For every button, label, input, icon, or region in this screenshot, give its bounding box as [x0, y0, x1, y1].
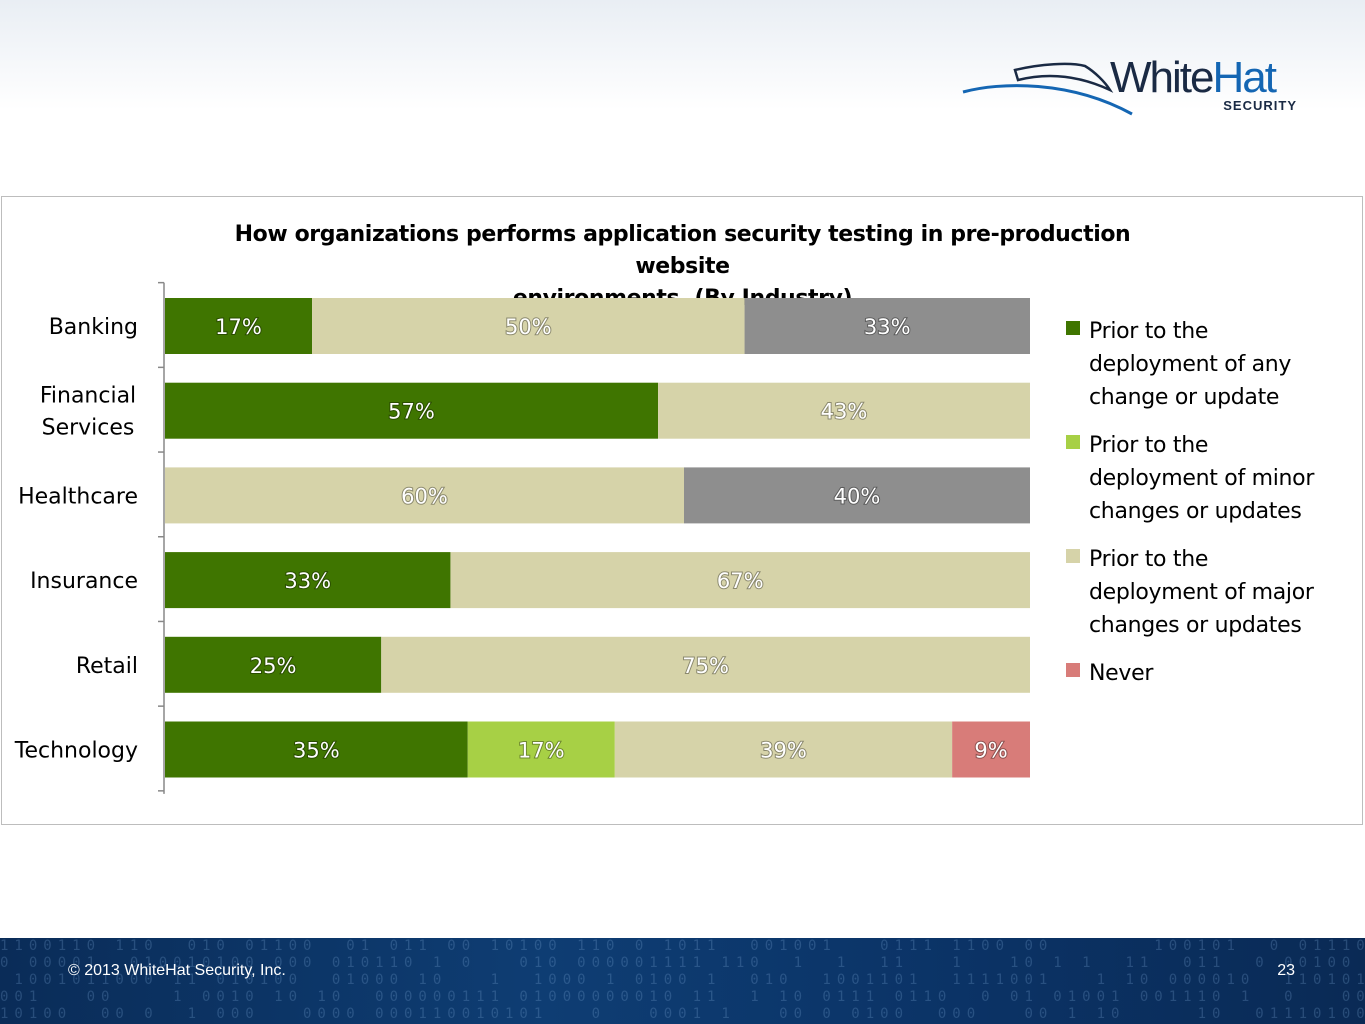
- bar-segment: [467, 721, 615, 778]
- logo-word-white: White: [1110, 53, 1214, 102]
- category-label: Financial Services: [40, 384, 136, 441]
- data-label: 60%: [401, 484, 448, 508]
- category-label: Retail: [76, 654, 138, 679]
- bar-segment: [165, 552, 451, 609]
- bar-segment: [952, 721, 1030, 778]
- whitehat-logo: WhiteHat SECURITY: [960, 52, 1305, 122]
- bar-segment: [744, 298, 1030, 354]
- bar-segment: [684, 467, 1030, 524]
- legend-label: Prior to the: [1089, 547, 1209, 572]
- data-label: 50%: [505, 315, 552, 339]
- data-label: 39%: [760, 739, 807, 763]
- legend-label: Prior to the: [1089, 319, 1209, 344]
- data-label: 17%: [518, 739, 565, 763]
- data-label: 67%: [717, 569, 764, 593]
- legend-label: deployment of major: [1089, 580, 1314, 605]
- logo-subtitle: SECURITY: [1223, 98, 1297, 113]
- page-number: 23: [1277, 962, 1295, 979]
- legend-label: changes or updates: [1089, 613, 1302, 638]
- legend-item: Never: [1066, 657, 1356, 690]
- legend-swatch: [1066, 663, 1080, 677]
- chart-title-line-1: How organizations performs application s…: [234, 222, 1131, 279]
- legend-label: Prior to the: [1089, 433, 1209, 458]
- legend-label: Never: [1089, 661, 1154, 686]
- legend-swatch: [1066, 321, 1080, 335]
- data-label: 75%: [682, 654, 729, 678]
- legend-item: Prior to the deployment of major changes o…: [1066, 543, 1356, 642]
- legend-swatch: [1066, 435, 1080, 449]
- footer-bar: 1100110 110 010 01100 01 011 00 10100 11…: [0, 938, 1365, 1024]
- bar-segment: [165, 382, 659, 439]
- data-label: 33%: [284, 569, 331, 593]
- logo-wordmark: WhiteHat: [1110, 53, 1277, 102]
- logo-hat-swoosh-icon: [962, 62, 1133, 116]
- data-label: 40%: [834, 484, 881, 508]
- legend-label: deployment of any: [1089, 352, 1292, 377]
- data-label: 57%: [388, 400, 435, 424]
- legend-swatch: [1066, 549, 1080, 563]
- category-label: Healthcare: [18, 484, 138, 509]
- data-label: 43%: [821, 400, 868, 424]
- data-label: 25%: [250, 654, 297, 678]
- legend-item: Prior to the deployment of minor changes o…: [1066, 429, 1356, 528]
- data-label: 17%: [215, 315, 262, 339]
- legend-item: Prior to the deployment of any change or u…: [1066, 315, 1356, 414]
- data-label: 9%: [974, 739, 1007, 763]
- data-label: 35%: [293, 739, 340, 763]
- footer-copyright: © 2013 WhiteHat Security, Inc.: [68, 962, 286, 979]
- bar-segment: [450, 552, 1030, 609]
- binary-pattern-decoration: 1100110 110 010 01100 01 011 00 10100 11…: [0, 938, 1365, 1024]
- chart-legend: Prior to the deployment of any change or u…: [1066, 315, 1356, 705]
- bar-segment: [165, 298, 313, 354]
- bar-segment: [614, 721, 953, 778]
- bar-segment: [165, 721, 468, 778]
- data-label: 33%: [864, 315, 911, 339]
- logo-word-hat: Hat: [1212, 53, 1277, 102]
- bar-segment: [312, 298, 745, 354]
- category-label: Banking: [49, 315, 138, 340]
- legend-label: change or update: [1089, 385, 1280, 410]
- bar-segment: [658, 382, 1030, 439]
- bar-segment: [381, 636, 1030, 693]
- legend-label: changes or updates: [1089, 499, 1302, 524]
- bar-segment: [165, 636, 382, 693]
- legend-label: deployment of minor: [1089, 466, 1315, 491]
- category-label: Technology: [14, 739, 138, 764]
- category-label: Insurance: [30, 569, 138, 594]
- bar-segment: [165, 467, 684, 524]
